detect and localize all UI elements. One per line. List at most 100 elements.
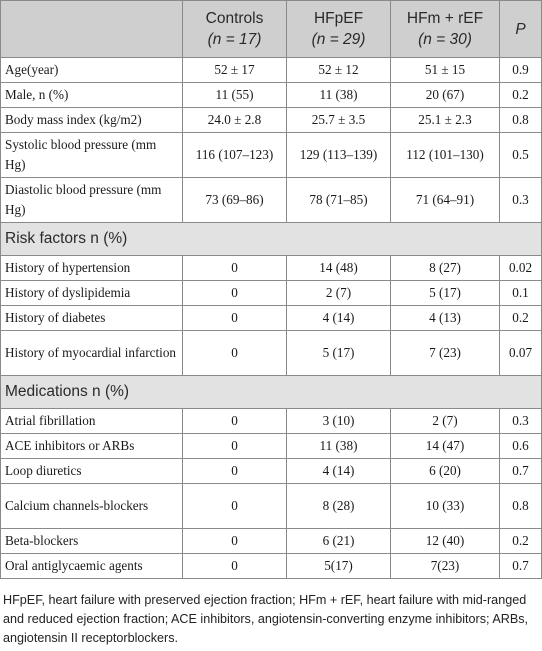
header-row: Controls (n = 17) HFpEF (n = 29) HFm + r… (0, 0, 542, 58)
table-row: History of hypertension 0 14 (48) 8 (27)… (0, 255, 542, 281)
row-label: History of diabetes (0, 305, 183, 331)
cell-hfpef: 8 (28) (286, 483, 391, 529)
row-label: Oral antiglycaemic agents (0, 553, 183, 579)
row-label: Diastolic blood pressure (mm Hg) (0, 177, 183, 223)
cell-controls: 0 (182, 433, 287, 459)
cell-hfmref: 10 (33) (390, 483, 500, 529)
cell-controls: 0 (182, 458, 287, 484)
section-title: Medications n (%) (0, 375, 542, 409)
cell-controls: 0 (182, 408, 287, 434)
header-p-value: P (499, 0, 542, 58)
cell-p: 0.8 (499, 107, 542, 133)
row-label: History of dyslipidemia (0, 280, 183, 306)
cell-hfmref: 71 (64–91) (390, 177, 500, 223)
cell-hfpef: 4 (14) (286, 458, 391, 484)
cell-controls: 0 (182, 255, 287, 281)
cell-controls: 24.0 ± 2.8 (182, 107, 287, 133)
cell-hfmref: 51 ± 15 (390, 57, 500, 83)
cell-controls: 52 ± 17 (182, 57, 287, 83)
cell-p: 0.07 (499, 330, 542, 376)
cell-hfmref: 7(23) (390, 553, 500, 579)
cell-hfmref: 7 (23) (390, 330, 500, 376)
cell-hfpef: 2 (7) (286, 280, 391, 306)
cell-hfpef: 25.7 ± 3.5 (286, 107, 391, 133)
cell-p: 0.7 (499, 458, 542, 484)
cell-controls: 0 (182, 280, 287, 306)
cell-hfmref: 8 (27) (390, 255, 500, 281)
table-row: Atrial fibrillation 0 3 (10) 2 (7) 0.3 (0, 408, 542, 434)
table-row: Systolic blood pressure (mm Hg) 116 (107… (0, 132, 542, 178)
table-row: Loop diuretics 0 4 (14) 6 (20) 0.7 (0, 458, 542, 484)
cell-hfpef: 3 (10) (286, 408, 391, 434)
header-hfpef-n: (n = 29) (311, 31, 366, 48)
header-hfpef-name: HFpEF (313, 10, 364, 27)
table-row: Male, n (%) 11 (55) 11 (38) 20 (67) 0.2 (0, 82, 542, 108)
cell-hfpef: 11 (38) (286, 82, 391, 108)
cell-controls: 0 (182, 528, 287, 554)
cell-p: 0.2 (499, 528, 542, 554)
table-row: History of myocardial infarction 0 5 (17… (0, 330, 542, 376)
cell-controls: 73 (69–86) (182, 177, 287, 223)
table-row: Age(year) 52 ± 17 52 ± 12 51 ± 15 0.9 (0, 57, 542, 83)
row-label: Atrial fibrillation (0, 408, 183, 434)
section-row-medications: Medications n (%) (0, 375, 542, 409)
header-hfmref-n: (n = 30) (418, 31, 472, 48)
cell-hfmref: 6 (20) (390, 458, 500, 484)
header-hfmref-name: HFm + rEF (406, 10, 484, 27)
cell-hfmref: 20 (67) (390, 82, 500, 108)
cell-p: 0.6 (499, 433, 542, 459)
row-label: Age(year) (0, 57, 183, 83)
row-label: Loop diuretics (0, 458, 183, 484)
cell-hfmref: 112 (101–130) (390, 132, 500, 178)
cell-controls: 116 (107–123) (182, 132, 287, 178)
cell-p: 0.1 (499, 280, 542, 306)
cell-hfmref: 4 (13) (390, 305, 500, 331)
row-label: Beta-blockers (0, 528, 183, 554)
cell-hfmref: 14 (47) (390, 433, 500, 459)
cell-hfpef: 52 ± 12 (286, 57, 391, 83)
row-label: Calcium channels-blockers (0, 483, 183, 529)
cell-hfpef: 5 (17) (286, 330, 391, 376)
cell-hfmref: 12 (40) (390, 528, 500, 554)
cell-hfpef: 4 (14) (286, 305, 391, 331)
header-empty-cell (0, 0, 183, 58)
row-label: ACE inhibitors or ARBs (0, 433, 183, 459)
header-controls-name: Controls (205, 10, 264, 27)
cell-controls: 11 (55) (182, 82, 287, 108)
cell-hfpef: 129 (113–139) (286, 132, 391, 178)
row-label: Body mass index (kg/m2) (0, 107, 183, 133)
table-row: Beta-blockers 0 6 (21) 12 (40) 0.2 (0, 528, 542, 554)
cell-p: 0.2 (499, 82, 542, 108)
cell-p: 0.02 (499, 255, 542, 281)
section-row-risk-factors: Risk factors n (%) (0, 222, 542, 256)
row-label: Male, n (%) (0, 82, 183, 108)
cell-hfmref: 2 (7) (390, 408, 500, 434)
cell-hfpef: 5(17) (286, 553, 391, 579)
cell-hfmref: 5 (17) (390, 280, 500, 306)
cell-hfmref: 25.1 ± 2.3 (390, 107, 500, 133)
section-title: Risk factors n (%) (0, 222, 542, 256)
row-label: History of hypertension (0, 255, 183, 281)
cell-p: 0.5 (499, 132, 542, 178)
cell-controls: 0 (182, 553, 287, 579)
table-row: Diastolic blood pressure (mm Hg) 73 (69–… (0, 177, 542, 223)
cell-controls: 0 (182, 330, 287, 376)
table-row: ACE inhibitors or ARBs 0 11 (38) 14 (47)… (0, 433, 542, 459)
cell-p: 0.3 (499, 177, 542, 223)
table-footnote: HFpEF, heart failure with preserved ejec… (3, 593, 529, 645)
cell-p: 0.8 (499, 483, 542, 529)
table-row: Calcium channels-blockers 0 8 (28) 10 (3… (0, 483, 542, 529)
cell-hfpef: 11 (38) (286, 433, 391, 459)
cell-hfpef: 6 (21) (286, 528, 391, 554)
header-hfmref: HFm + rEF (n = 30) (390, 0, 500, 58)
row-label: History of myocardial infarction (0, 330, 183, 376)
clinical-characteristics-table: Controls (n = 17) HFpEF (n = 29) HFm + r… (0, 0, 542, 579)
table-row: History of diabetes 0 4 (14) 4 (13) 0.2 (0, 305, 542, 331)
cell-p: 0.3 (499, 408, 542, 434)
header-controls-n: (n = 17) (207, 31, 262, 48)
cell-controls: 0 (182, 483, 287, 529)
cell-hfpef: 78 (71–85) (286, 177, 391, 223)
cell-p: 0.2 (499, 305, 542, 331)
header-controls: Controls (n = 17) (182, 0, 287, 58)
table-row: History of dyslipidemia 0 2 (7) 5 (17) 0… (0, 280, 542, 306)
